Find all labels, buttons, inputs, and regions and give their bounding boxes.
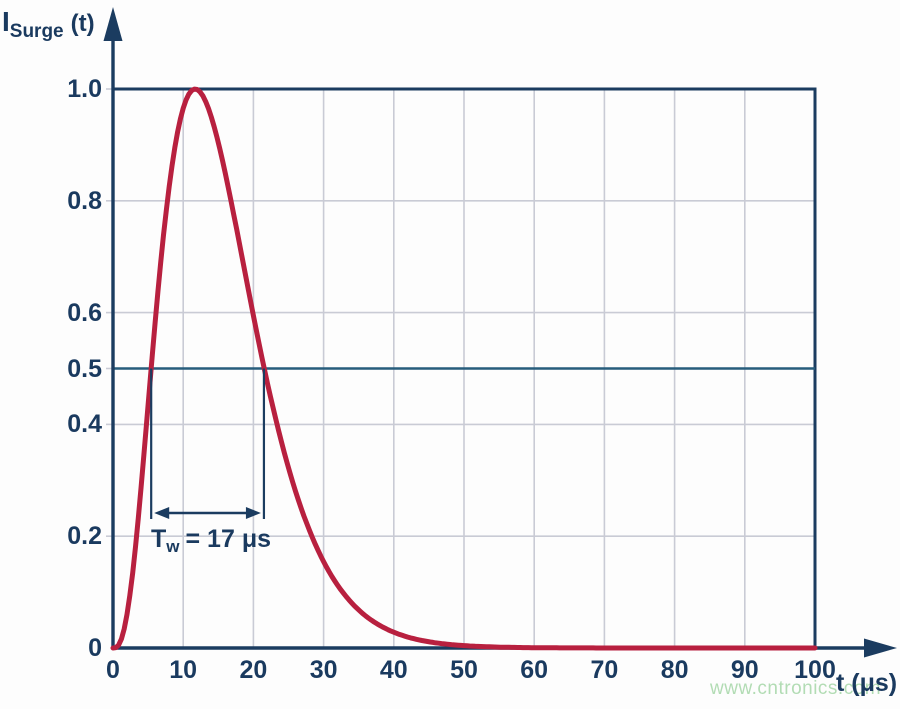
y-tick-label: 0.8 xyxy=(67,186,102,215)
y-axis-arrowhead xyxy=(103,7,123,41)
y-tick-label: 0.2 xyxy=(67,522,102,551)
y-axis-title-main: I xyxy=(2,6,10,37)
x-tick-label: 40 xyxy=(379,656,408,684)
watermark: www.cntronics.com xyxy=(710,678,882,699)
x-tick-label: 70 xyxy=(590,656,619,684)
y-tick-label: 0.6 xyxy=(67,298,102,327)
y-tick-label: 0.4 xyxy=(67,410,102,439)
x-tick-label: 20 xyxy=(239,656,268,684)
x-tick-label: 100 xyxy=(794,656,836,684)
pulse-width-arrowhead-right xyxy=(245,507,261,519)
y-axis-title: ISurge (t) xyxy=(2,6,95,42)
x-tick-label: 0 xyxy=(106,656,120,684)
y-tick-label: 0 xyxy=(88,634,102,662)
pulse-width-subscript: w xyxy=(166,537,180,556)
pulse-width-symbol: T xyxy=(151,525,167,553)
x-tick-label: 90 xyxy=(730,656,759,684)
pulse-width-annotation: Tw = 17 μs xyxy=(151,525,272,556)
y-axis-title-units: (t) xyxy=(70,10,95,37)
y-tick-label: 0.5 xyxy=(67,354,102,383)
x-tick-label: 30 xyxy=(309,656,338,684)
x-tick-label: 80 xyxy=(660,656,689,684)
x-tick-label: 10 xyxy=(169,656,198,684)
y-axis-title-subscript: Surge xyxy=(9,21,64,42)
pulse-width-arrowhead-left xyxy=(154,507,170,519)
x-axis-arrowhead xyxy=(864,638,897,658)
surge-current-curve xyxy=(110,86,818,651)
y-tick-label: 1.0 xyxy=(67,75,102,103)
pulse-width-value: = 17 μs xyxy=(185,525,272,553)
x-tick-label: 60 xyxy=(520,656,549,684)
x-axis-title: t (μs) xyxy=(836,669,898,697)
x-tick-label: 50 xyxy=(450,656,478,684)
